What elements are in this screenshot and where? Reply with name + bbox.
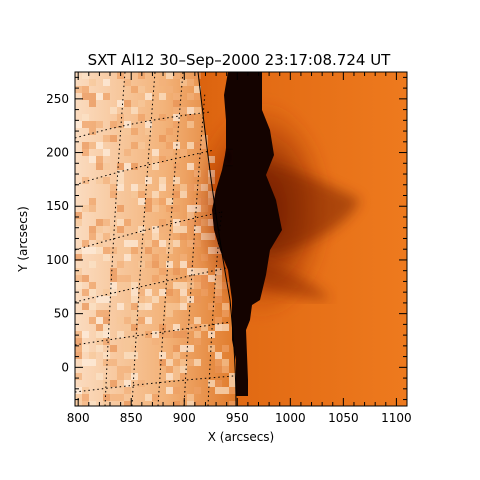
x-tick-label: 1000 xyxy=(275,411,306,425)
x-tick-label: 1100 xyxy=(381,411,412,425)
x-tick-label: 900 xyxy=(173,411,196,425)
disk-pixel-texture xyxy=(75,72,236,406)
y-tick-label: 250 xyxy=(46,92,69,106)
plot-frame xyxy=(74,71,408,407)
y-tick-label: 100 xyxy=(46,253,69,267)
y-tick-label: 50 xyxy=(54,307,69,321)
sxt-image xyxy=(75,72,407,406)
x-tick-label: 950 xyxy=(226,411,249,425)
x-tick-label: 1050 xyxy=(328,411,359,425)
x-axis-label: X (arcsecs) xyxy=(208,430,275,444)
heliographic-grid xyxy=(75,72,235,406)
y-tick-label: 200 xyxy=(46,146,69,160)
x-tick-label: 800 xyxy=(67,411,90,425)
y-axis-label: Y (arcsecs) xyxy=(16,206,30,273)
x-tick-label: 850 xyxy=(120,411,143,425)
axis-tick-labels: 800 850 900 950 1000 1050 1100 0 50 100 150 200 250 xyxy=(46,92,412,425)
axis-ticks xyxy=(75,72,407,406)
y-tick-label: 0 xyxy=(61,360,69,374)
figure-title: SXT Al12 30–Sep–2000 23:17:08.724 UT xyxy=(88,51,392,69)
y-tick-label: 150 xyxy=(46,199,69,213)
